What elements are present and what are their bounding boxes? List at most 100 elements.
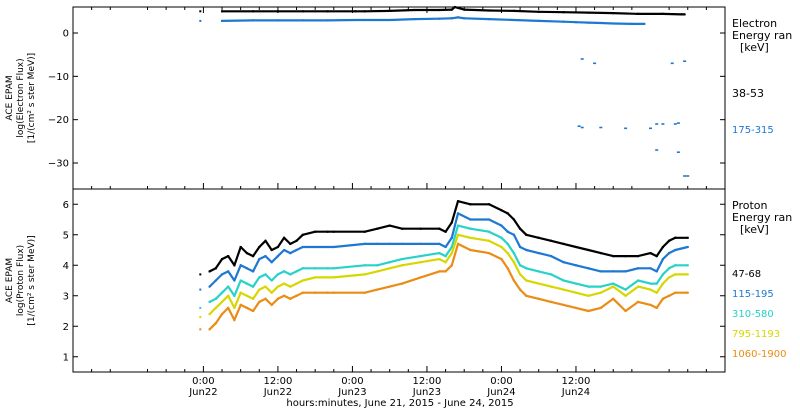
series-segment bbox=[239, 279, 248, 285]
data-point bbox=[376, 270, 379, 273]
series-segment bbox=[245, 252, 255, 258]
y-tick-label: −20 bbox=[48, 115, 69, 126]
series-segment bbox=[574, 282, 590, 288]
data-point bbox=[668, 239, 671, 242]
series-segment bbox=[233, 291, 242, 309]
series-segment bbox=[574, 245, 590, 252]
series-segment bbox=[283, 248, 292, 255]
y-tick-label: 4 bbox=[63, 261, 69, 272]
proton-panel: 1 2 3 4 5 6 ACE EPAM log(Proton Flux) [1/(cm² s … bbox=[5, 199, 792, 363]
series-segment bbox=[252, 258, 261, 273]
series-segment bbox=[636, 279, 652, 285]
series-segment bbox=[301, 276, 317, 282]
series-segment bbox=[363, 270, 379, 276]
data-point bbox=[612, 12, 615, 15]
data-point bbox=[500, 236, 503, 239]
series-segment bbox=[667, 236, 677, 242]
data-point bbox=[363, 10, 366, 13]
x-tick-date: Jun23 bbox=[412, 387, 441, 398]
data-point bbox=[612, 285, 615, 288]
data-point bbox=[227, 270, 230, 273]
data-point bbox=[525, 294, 528, 297]
series-segment bbox=[208, 306, 217, 316]
series-segment bbox=[506, 212, 516, 221]
data-point bbox=[326, 267, 329, 270]
x-tick-time: 12:00 bbox=[264, 376, 293, 387]
x-tick-date: Jun23 bbox=[337, 387, 366, 398]
legend-entry: 795-1193 bbox=[732, 329, 780, 340]
data-point bbox=[363, 264, 366, 267]
series-segment bbox=[401, 261, 422, 267]
series-segment bbox=[655, 282, 665, 294]
data-point bbox=[512, 9, 515, 12]
series-segment bbox=[289, 282, 298, 288]
series-segment bbox=[264, 273, 273, 282]
series-segment bbox=[487, 239, 503, 249]
data-point bbox=[683, 13, 686, 16]
x-tick-date: Jun24 bbox=[561, 387, 590, 398]
sparse-point bbox=[655, 123, 659, 125]
data-point bbox=[450, 236, 453, 239]
data-point bbox=[457, 212, 459, 215]
series-segment bbox=[450, 242, 460, 267]
legend-entry: 47-68 bbox=[732, 269, 761, 280]
series-segment bbox=[655, 245, 665, 258]
series-segment bbox=[525, 279, 540, 285]
data-point bbox=[519, 246, 522, 248]
data-point bbox=[637, 300, 640, 303]
series-segment bbox=[469, 236, 491, 242]
series-segment bbox=[574, 291, 590, 297]
data-point bbox=[624, 270, 627, 273]
data-point bbox=[599, 270, 602, 273]
y-axis-label: log(Electron Flux) bbox=[16, 58, 26, 137]
data-point bbox=[363, 291, 366, 294]
legend-title: Proton bbox=[732, 199, 767, 212]
y-tick-label: 3 bbox=[63, 291, 69, 302]
series-47-68 bbox=[199, 200, 689, 276]
series-segment bbox=[537, 19, 565, 23]
data-point bbox=[326, 19, 329, 22]
data-point bbox=[252, 310, 255, 312]
data-point bbox=[599, 285, 602, 288]
series-segment bbox=[252, 245, 261, 258]
series-segment bbox=[450, 200, 460, 224]
data-point bbox=[326, 10, 329, 13]
data-point bbox=[525, 267, 528, 270]
data-point bbox=[444, 261, 447, 264]
data-point bbox=[363, 273, 366, 276]
data-point bbox=[276, 297, 279, 300]
x-tick-date: Jun22 bbox=[263, 387, 292, 398]
data-point bbox=[258, 258, 261, 261]
data-point bbox=[655, 282, 658, 285]
series-segment bbox=[649, 303, 658, 309]
data-point bbox=[488, 203, 490, 206]
data-point bbox=[661, 282, 664, 285]
series-segment bbox=[456, 200, 472, 206]
series-segment bbox=[624, 300, 640, 313]
series-segment bbox=[649, 252, 658, 258]
data-point bbox=[227, 255, 230, 258]
legend-title: [keV] bbox=[740, 41, 769, 54]
data-point bbox=[612, 270, 615, 273]
data-point bbox=[301, 267, 304, 270]
y-axis-label: ACE EPAM bbox=[5, 258, 15, 303]
data-point bbox=[239, 246, 242, 248]
legend-entry: 1060-1900 bbox=[732, 349, 787, 360]
series-segment bbox=[549, 239, 565, 245]
series-segment bbox=[214, 313, 224, 325]
data-point bbox=[233, 294, 236, 297]
series-segment bbox=[295, 233, 304, 242]
sparse-point bbox=[649, 127, 652, 130]
series-segment bbox=[252, 288, 261, 300]
series-segment bbox=[450, 212, 460, 239]
series-segment bbox=[233, 264, 242, 282]
data-point bbox=[575, 282, 577, 285]
data-point bbox=[668, 276, 671, 279]
data-point bbox=[301, 279, 304, 282]
series-segment bbox=[245, 306, 255, 313]
series-segment bbox=[444, 221, 453, 233]
data-point bbox=[289, 285, 292, 288]
data-point bbox=[649, 267, 652, 270]
series-segment bbox=[456, 212, 472, 221]
sparse-point bbox=[676, 151, 680, 153]
